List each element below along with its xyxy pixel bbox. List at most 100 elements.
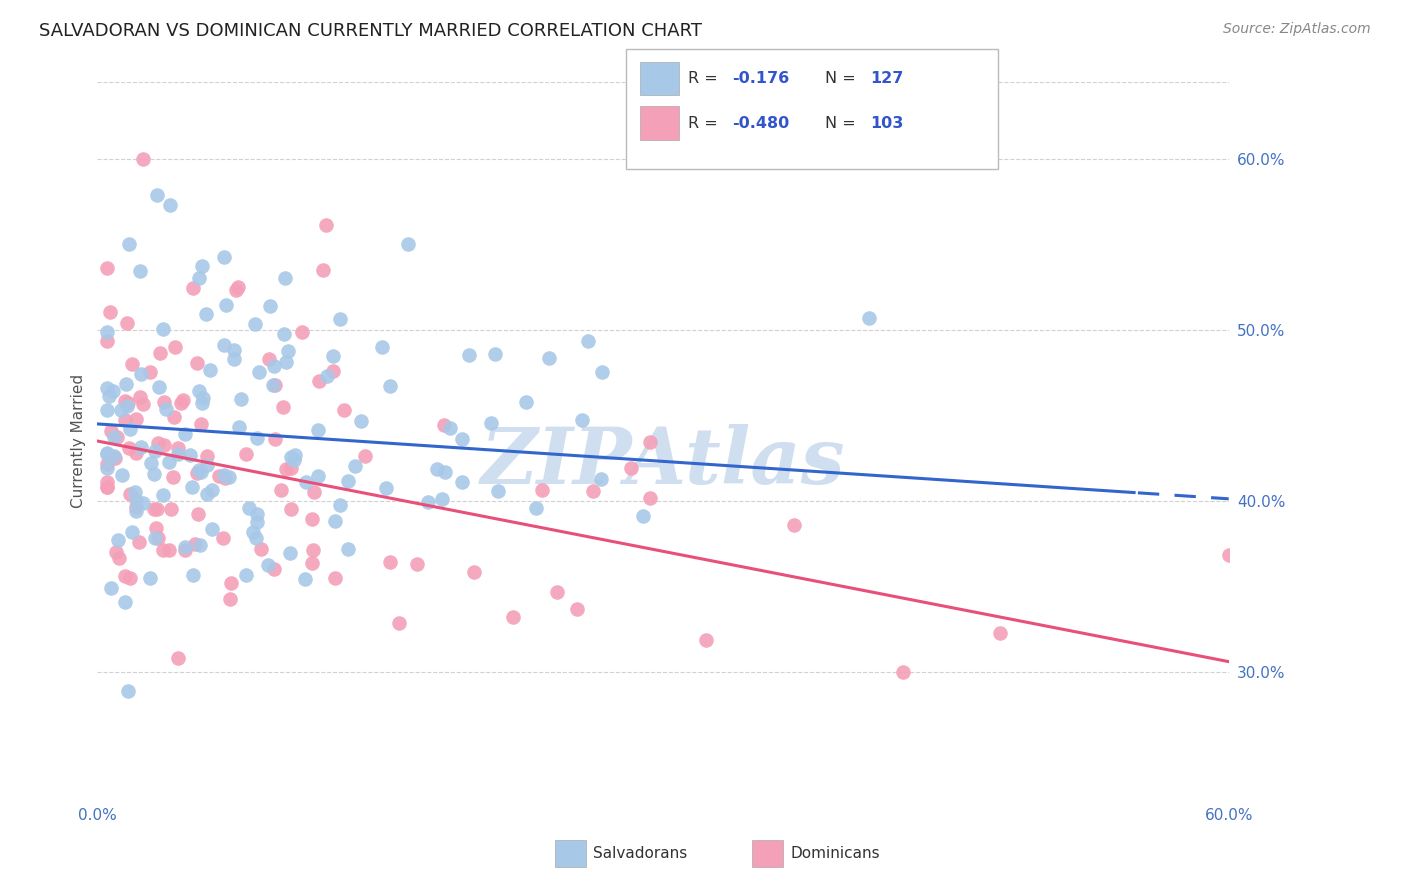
Point: [378, 555, 401, 569]
Point: [450, 432, 472, 446]
Point: [163, 339, 186, 353]
Point: [329, 498, 352, 512]
Point: [278, 545, 301, 559]
Point: [315, 218, 337, 232]
Point: [195, 450, 218, 464]
Point: [433, 465, 456, 479]
Point: [187, 270, 209, 285]
Y-axis label: Currently Married: Currently Married: [72, 374, 86, 508]
Point: [277, 344, 299, 359]
Point: [157, 455, 180, 469]
Text: -0.480: -0.480: [733, 116, 790, 130]
Point: [101, 384, 124, 398]
Point: [264, 378, 287, 392]
Point: [307, 423, 329, 437]
Point: [103, 430, 125, 444]
Text: R =: R =: [688, 71, 723, 86]
Point: [181, 281, 204, 295]
Point: [148, 380, 170, 394]
Point: [143, 531, 166, 545]
Point: [228, 420, 250, 434]
Point: [218, 469, 240, 483]
Point: [167, 441, 190, 455]
Point: [172, 393, 194, 408]
Point: [515, 395, 537, 409]
Point: [283, 453, 305, 467]
Point: [276, 355, 298, 369]
Point: [502, 610, 524, 624]
Point: [336, 541, 359, 556]
Point: [201, 483, 224, 498]
Point: [107, 533, 129, 547]
Point: [257, 351, 280, 366]
Point: [263, 359, 285, 374]
Point: [121, 357, 143, 371]
Point: [396, 236, 419, 251]
Point: [159, 502, 181, 516]
Point: [124, 484, 146, 499]
Point: [114, 569, 136, 583]
Point: [118, 571, 141, 585]
Point: [96, 445, 118, 459]
Point: [96, 480, 118, 494]
Point: [302, 542, 325, 557]
Point: [111, 467, 134, 482]
Point: [201, 522, 224, 536]
Point: [302, 484, 325, 499]
Point: [128, 264, 150, 278]
Point: [173, 427, 195, 442]
Point: [179, 448, 201, 462]
Point: [294, 572, 316, 586]
Point: [337, 474, 360, 488]
Text: N =: N =: [825, 116, 862, 130]
Point: [198, 363, 221, 377]
Point: [184, 537, 207, 551]
Point: [638, 491, 661, 506]
Point: [191, 392, 214, 406]
Point: [108, 550, 131, 565]
Point: [406, 557, 429, 571]
Point: [96, 457, 118, 471]
Point: [222, 343, 245, 358]
Point: [96, 325, 118, 339]
Point: [225, 283, 247, 297]
Point: [486, 483, 509, 498]
Point: [439, 421, 461, 435]
Point: [157, 543, 180, 558]
Point: [120, 487, 142, 501]
Point: [243, 317, 266, 331]
Point: [191, 259, 214, 273]
Point: [262, 377, 284, 392]
Text: N =: N =: [825, 71, 862, 86]
Point: [190, 396, 212, 410]
Point: [219, 575, 242, 590]
Point: [301, 556, 323, 570]
Point: [97, 389, 120, 403]
Point: [333, 403, 356, 417]
Point: [323, 514, 346, 528]
Point: [103, 450, 125, 464]
Point: [582, 484, 605, 499]
Point: [329, 312, 352, 326]
Point: [110, 403, 132, 417]
Point: [371, 341, 394, 355]
Point: [143, 467, 166, 482]
Point: [125, 412, 148, 426]
Point: [231, 392, 253, 406]
Point: [235, 568, 257, 582]
Point: [291, 325, 314, 339]
Point: [152, 543, 174, 558]
Text: R =: R =: [688, 116, 723, 130]
Point: [215, 298, 238, 312]
Point: [96, 403, 118, 417]
Point: [350, 414, 373, 428]
Point: [484, 347, 506, 361]
Point: [219, 592, 242, 607]
Point: [139, 571, 162, 585]
Point: [322, 350, 344, 364]
Point: [695, 632, 717, 647]
Point: [96, 460, 118, 475]
Point: [451, 475, 474, 489]
Point: [190, 465, 212, 479]
Point: [375, 482, 398, 496]
